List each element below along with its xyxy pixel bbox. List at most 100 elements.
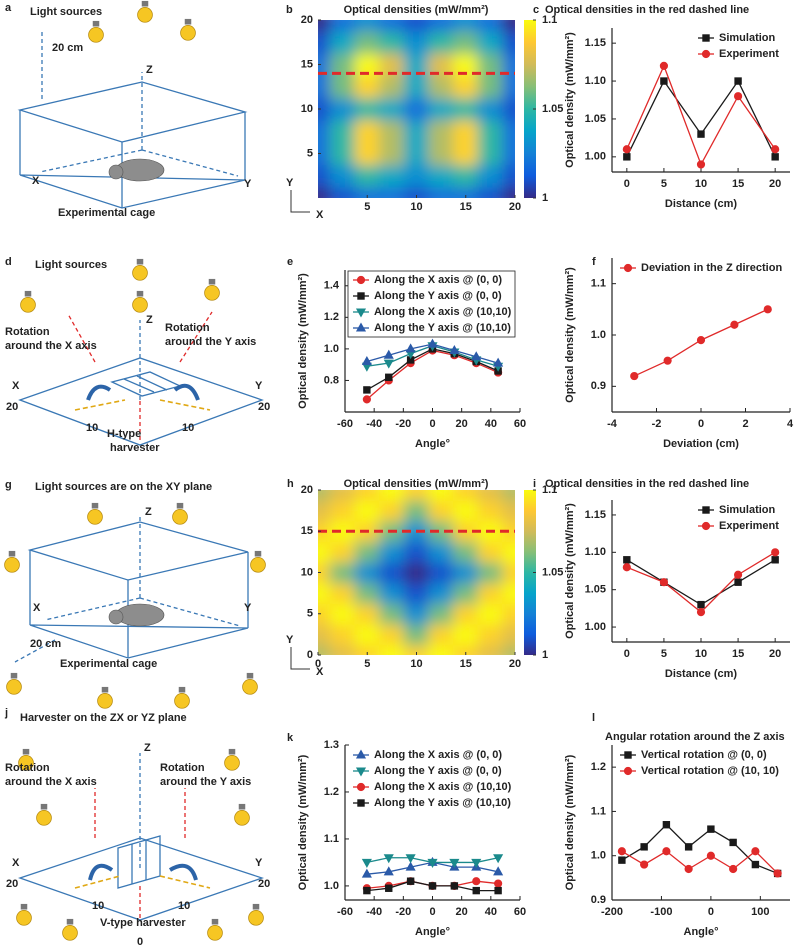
harvester-line [123,378,155,393]
x-tick-label: 0 [708,906,714,918]
y-axis [139,597,241,627]
legend-label: Vertical rotation @ (0, 0) [641,749,767,761]
axis-tick: 20 [258,401,270,413]
marker [659,578,669,587]
marker [357,292,365,300]
label: Experimental cage [60,658,157,670]
heatmap-cell [318,644,331,655]
label: Experimental cage [58,207,155,219]
y-tick-label: 1.15 [585,509,606,521]
heatmap-cell [354,30,381,54]
panel-letter: l [592,712,595,724]
heatmap-cell [502,164,515,188]
legend-label: Along the Y axis @ (10,10) [374,322,511,334]
heatmap [318,20,515,198]
heatmap [318,490,515,655]
y-tick-label: 1.3 [324,739,339,751]
chart-title: Optical densities (mW/mm²) [344,4,489,16]
legend-label: Along the X axis @ (10,10) [374,306,512,318]
y-tick-label: 1.05 [585,584,606,596]
y-tick-label: 0.9 [591,380,606,392]
marker [771,556,779,564]
x-tick-label: 40 [485,906,497,918]
marker [662,821,671,829]
colorbar-label: 1 [542,192,548,204]
heatmap-cell [318,75,331,99]
heatmap-cell [452,119,479,143]
harvester [110,371,182,397]
y-tick-label: 1.0 [591,329,606,341]
heatmap-cell [502,97,515,121]
x-tick-label: 10 [695,648,707,660]
heatmap-cell [329,52,356,77]
heatmap-cell [428,20,454,32]
heatmap-cell [452,541,479,563]
marker [623,153,631,161]
heatmap-cell [329,30,356,54]
heatmap-cell [502,582,515,604]
bulb [20,290,36,313]
heatmap-cell [379,20,405,32]
marker [356,782,366,792]
y-axis-label: Optical density (mW/mm²) [564,32,576,168]
x-tick-label: 20 [509,658,521,670]
heatmap-cell [502,561,515,584]
y-tick-label: 5 [307,147,313,159]
label: Rotation [5,326,50,338]
x-tick-label: 2 [742,418,748,430]
marker [630,371,639,381]
heatmap-cell [477,30,504,54]
marker [702,34,710,42]
heatmap-cell [329,499,356,522]
y-tick-label: 1.00 [585,151,606,163]
heatmap-cell [428,541,454,563]
marker [472,886,480,895]
marker [623,556,631,564]
heatmap-cell [329,186,356,198]
heatmap-cell [354,541,381,563]
marker [623,263,633,273]
label: Light sources [35,259,107,271]
y-tick-label: 1.10 [585,75,606,87]
marker [662,847,671,856]
heatmap-cell [329,602,356,625]
marker [449,344,460,354]
marker [385,373,393,381]
bulb [180,18,196,41]
legend-label: Along the Y axis @ (0, 0) [374,290,502,302]
heatmap-cell [428,490,454,501]
y-direction [159,875,211,889]
heatmap-cells [318,490,515,655]
y-tick-label: 1.2 [324,786,339,798]
y-tick-label: 1.1 [324,833,339,845]
heatmap-cell [354,52,381,77]
panel-letter: c [533,4,539,16]
heatmap-cell [318,561,331,584]
legend-label: Simulation [719,504,776,516]
marker [618,856,626,864]
heatmap-cell [354,644,381,655]
heatmap-cell [477,561,504,584]
heatmap-cell [428,119,454,143]
heatmap-cell [502,186,515,198]
x-tick-label: 5 [661,648,667,660]
label: around the Y axis [165,336,256,348]
axis-label: X [32,175,40,187]
bulb [234,803,250,826]
x-tick-label: 60 [514,418,526,430]
marker [405,854,416,864]
colorbar [524,20,536,198]
x-tick-label: -20 [395,906,411,918]
cage-top [27,521,249,581]
x-axis [44,597,141,621]
label: Light sources are on the XY plane [35,481,212,493]
heatmap-cell [502,75,515,99]
axis-corner [290,647,310,670]
axis-tick: 20 [6,878,18,890]
heatmap-cell [403,20,430,32]
heatmap-cell [354,119,381,143]
x-tick-label: 5 [661,178,667,190]
heatmap-cell [379,97,405,121]
heatmap-cell [379,186,405,198]
axis-tick: 20 [6,401,18,413]
